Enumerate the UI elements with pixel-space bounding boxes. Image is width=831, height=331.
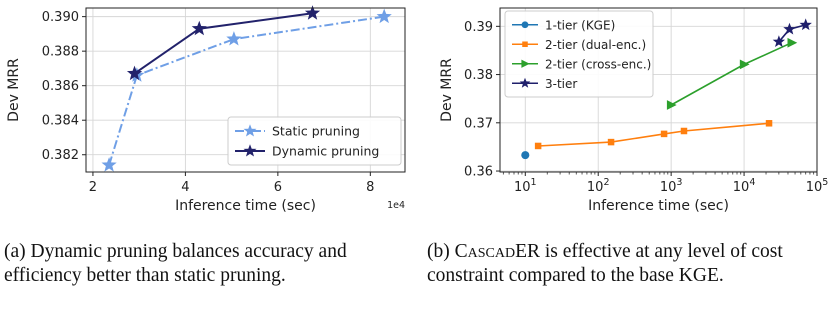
series-1: [126, 5, 321, 81]
y-tick-label: 0.38: [464, 68, 493, 83]
x-axis-multiplier: 1e4: [387, 200, 405, 211]
legend-label: 3-tier: [545, 77, 577, 91]
data-point: [376, 8, 392, 24]
chart-a: 2 4 6 8 0.382 0.384 0.386 0.388 0.390 Inference t…: [6, 5, 406, 214]
plot-frame: [499, 7, 818, 173]
legend-label: 2-tier (cross-enc.): [545, 57, 651, 71]
data-point: [772, 35, 785, 47]
data-point: [126, 65, 143, 81]
caption-b: (b) CascadER is effective at any level o…: [427, 240, 827, 288]
y-tick-label: 0.36: [464, 165, 493, 180]
data-point: [304, 5, 321, 20]
data-point: [765, 120, 773, 127]
caption-b-prefix: (b): [427, 241, 455, 262]
series-0: [521, 151, 530, 160]
series-1: [534, 120, 773, 150]
data-point: [534, 142, 542, 150]
data-point: [521, 151, 530, 160]
caption-a: (a) Dynamic pruning balances accuracy an…: [4, 240, 389, 288]
x-tick-label: 101: [514, 177, 537, 195]
legend-label: 1-tier (KGE): [545, 18, 615, 32]
data-point: [226, 31, 242, 46]
y-tick-label: 0.384: [42, 114, 79, 129]
x-tick-label: 104: [733, 177, 756, 195]
caption-a-text: (a) Dynamic pruning balances accuracy an…: [4, 241, 347, 286]
data-point: [101, 157, 117, 172]
legend-marker: [521, 21, 529, 29]
data-point: [680, 127, 688, 135]
series-3: [772, 18, 812, 47]
data-point: [191, 20, 207, 36]
legend-marker: [521, 59, 530, 68]
series-2: [666, 37, 798, 110]
y-tick-label: 0.39: [464, 20, 493, 35]
data-point: [607, 138, 615, 146]
data-point: [787, 37, 798, 48]
axis-ticks: 101 102 103 104 105 0.36 0.37 0.38 0.39: [464, 20, 828, 195]
legend: Static pruning Dynamic pruning: [227, 116, 402, 166]
legend-marker: [519, 77, 531, 88]
legend-marker: [243, 124, 257, 137]
y-tick-label: 0.382: [42, 148, 79, 163]
series-line: [108, 15, 385, 166]
x-tick-label: 2: [89, 180, 97, 195]
legend-label: Dynamic pruning: [272, 144, 379, 159]
x-tick-label: 8: [366, 180, 374, 195]
series-line: [670, 41, 793, 106]
chart-b: 101 102 103 104 105 0.36 0.37 0.38 0.39 Inference…: [439, 7, 828, 214]
data-point: [739, 59, 750, 70]
x-tick-label: 102: [587, 177, 610, 195]
legend-box: [504, 10, 654, 98]
y-tick-label: 0.37: [464, 116, 493, 131]
legend-label: 2-tier (dual-enc.): [545, 38, 646, 52]
legend-box: [227, 116, 402, 166]
legend: 1-tier (KGE) 2-tier (dual-enc.) 2-tier (cr…: [504, 10, 654, 98]
legend-label: Static pruning: [272, 124, 360, 139]
y-tick-label: 0.390: [42, 10, 79, 25]
y-axis-label: Dev MRR: [439, 58, 455, 122]
plot-frame: [85, 7, 406, 173]
x-tick-label: 4: [181, 180, 189, 195]
series-line: [133, 12, 313, 75]
y-axis-label: Dev MRR: [6, 58, 22, 122]
data-point: [799, 18, 812, 31]
data-point: [783, 22, 796, 35]
series-line: [538, 122, 770, 147]
y-tick-label: 0.386: [42, 79, 79, 94]
caption-b-rest: is effective at any level of cost constr…: [427, 241, 783, 286]
x-axis-label: Inference time (sec): [588, 198, 729, 214]
data-point: [660, 130, 668, 138]
x-axis-label: Inference time (sec): [175, 198, 316, 214]
axis-ticks: 2 4 6 8 0.382 0.384 0.386 0.388 0.390: [42, 10, 375, 195]
legend-marker: [243, 144, 257, 157]
legend-marker: [522, 41, 528, 48]
x-tick-label: 105: [806, 177, 829, 195]
caption-b-system-name: CascadER: [454, 241, 541, 262]
data-point: [666, 100, 677, 110]
x-tick-label: 6: [274, 180, 282, 195]
y-tick-label: 0.388: [42, 45, 79, 60]
x-tick-label: 103: [660, 177, 683, 195]
